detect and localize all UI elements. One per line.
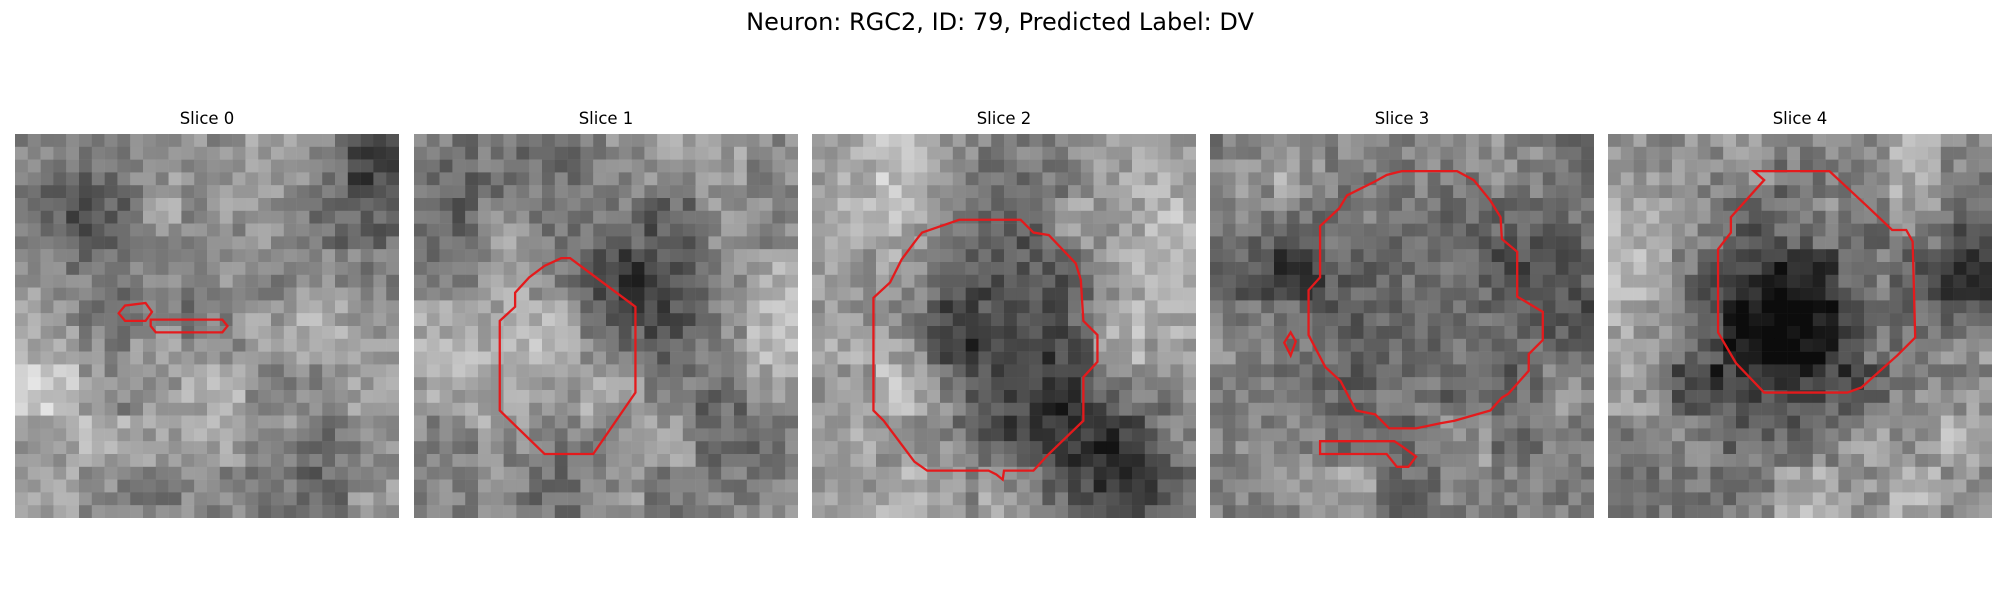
slice-panel-0: Slice 0 [15,108,399,518]
cell-contour [1716,169,1917,394]
slice-image-2 [812,134,1196,518]
figure-title: Neuron: RGC2, ID: 79, Predicted Label: D… [746,8,1254,36]
slice-panel-1: Slice 1 [414,108,798,518]
slice-title-1: Slice 1 [578,109,634,128]
slice-title-0: Slice 0 [179,109,235,128]
slice-image-3 [1210,134,1594,518]
slice-image-0 [15,134,399,518]
cell-contour [117,301,154,323]
slice-panel-4: Slice 4 [1608,108,1992,518]
cell-contour [498,257,637,456]
cell-contour [149,318,229,334]
slice-panel-3: Slice 3 [1210,108,1594,518]
slice-image-1 [414,134,798,518]
slice-panel-2: Slice 2 [812,108,1196,518]
slice-title-4: Slice 4 [1772,109,1828,128]
slice-title-3: Slice 3 [1374,109,1430,128]
slice-title-2: Slice 2 [976,109,1032,128]
cell-contour [1318,440,1418,468]
cell-contour [1307,169,1544,430]
cell-contour [1282,330,1298,359]
cell-contour [872,218,1099,482]
slice-image-4 [1608,134,1992,518]
